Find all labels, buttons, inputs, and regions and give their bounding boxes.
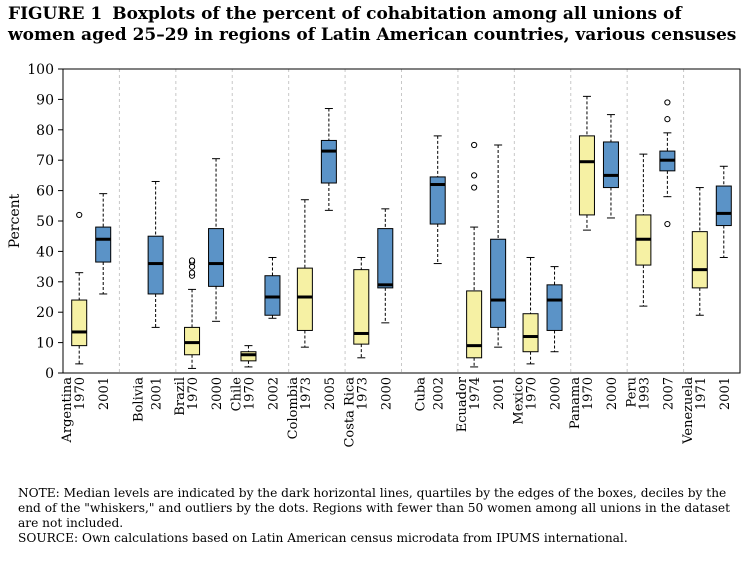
box — [602, 141, 619, 189]
box — [353, 269, 370, 345]
outlier-point — [664, 99, 671, 106]
census-year-label: 2000 — [210, 377, 225, 410]
census-year-label: 1973 — [299, 377, 314, 410]
census-year-label: 1970 — [186, 377, 201, 410]
outlier-point — [188, 257, 196, 264]
y-tick-label: 30 — [36, 275, 54, 291]
census-year-label: 2001 — [97, 377, 112, 410]
source-text: SOURCE: Own calculations based on Latin … — [18, 531, 628, 545]
country-label: Colombia — [286, 377, 301, 440]
census-year-label: 2001 — [718, 377, 733, 410]
box — [208, 228, 225, 287]
census-year-label: 2002 — [432, 377, 447, 410]
country-label: Ecuador — [455, 376, 470, 432]
census-year-label: 2005 — [323, 377, 338, 410]
y-tick-label: 40 — [36, 244, 54, 260]
census-year-label: 2001 — [150, 377, 165, 410]
census-year-label: 1970 — [242, 377, 257, 410]
outlier-point — [76, 211, 83, 219]
census-year-label: 1971 — [694, 377, 709, 410]
y-axis-label: Percent — [7, 193, 23, 248]
box — [546, 284, 563, 331]
box — [147, 235, 164, 295]
country-label: Panama — [568, 377, 583, 429]
outlier-point — [471, 172, 478, 179]
country-label: Brazil — [173, 377, 188, 416]
box — [490, 238, 507, 328]
census-year-label: 2000 — [605, 377, 620, 410]
census-year-label: 1973 — [355, 377, 370, 410]
box — [240, 351, 257, 362]
y-tick-label: 80 — [36, 123, 54, 139]
notes-block: NOTE: Median levels are indicated by the… — [18, 486, 742, 546]
box — [184, 326, 201, 356]
census-year-label: 2007 — [661, 377, 676, 410]
box — [71, 299, 88, 347]
country-label: Bolivia — [132, 377, 147, 422]
figure-title: Boxplots of the percent of cohabitation … — [8, 4, 737, 45]
outlier-point — [664, 220, 671, 228]
y-tick-label: 50 — [36, 214, 54, 230]
box — [578, 135, 595, 216]
outlier-point — [471, 141, 478, 149]
country-label: Peru — [624, 377, 639, 407]
country-label: Costa Rica — [342, 377, 357, 448]
y-tick-label: 20 — [36, 305, 54, 321]
figure-label: FIGURE 1 — [8, 4, 103, 24]
census-year-label: 2001 — [492, 377, 507, 410]
box — [95, 226, 112, 263]
census-year-label: 1970 — [581, 377, 596, 410]
country-label: Argentina — [60, 377, 75, 444]
box — [377, 228, 394, 289]
country-label: Chile — [229, 377, 244, 412]
figure-title-block: FIGURE 1 Boxplots of the percent of cohab… — [8, 4, 748, 46]
y-tick-label: 90 — [36, 92, 54, 108]
box — [296, 267, 313, 331]
country-label: Venezuela — [681, 377, 696, 445]
box — [715, 185, 732, 227]
box — [466, 290, 483, 359]
note-text: NOTE: Median levels are indicated by the… — [18, 486, 731, 530]
census-year-label: 1970 — [525, 377, 540, 410]
box — [320, 139, 337, 184]
outlier-point — [664, 116, 671, 123]
box — [429, 176, 446, 225]
country-label: Mexico — [512, 377, 527, 425]
outlier-point — [188, 269, 196, 276]
census-year-label: 1993 — [637, 377, 652, 410]
census-year-label: 1970 — [73, 377, 88, 410]
census-year-label: 1974 — [468, 377, 483, 410]
y-tick-label: 100 — [27, 62, 54, 78]
outlier-point — [471, 184, 478, 191]
y-tick-label: 70 — [36, 153, 54, 169]
census-year-label: 2000 — [379, 377, 394, 410]
box — [522, 313, 539, 353]
box — [691, 231, 708, 289]
census-year-label: 2002 — [266, 377, 281, 410]
box — [264, 275, 281, 316]
y-tick-label: 0 — [45, 366, 54, 382]
census-year-label: 2000 — [549, 377, 564, 410]
y-tick-label: 60 — [36, 184, 54, 200]
country-label: Cuba — [414, 377, 429, 412]
y-tick-label: 10 — [36, 336, 54, 352]
